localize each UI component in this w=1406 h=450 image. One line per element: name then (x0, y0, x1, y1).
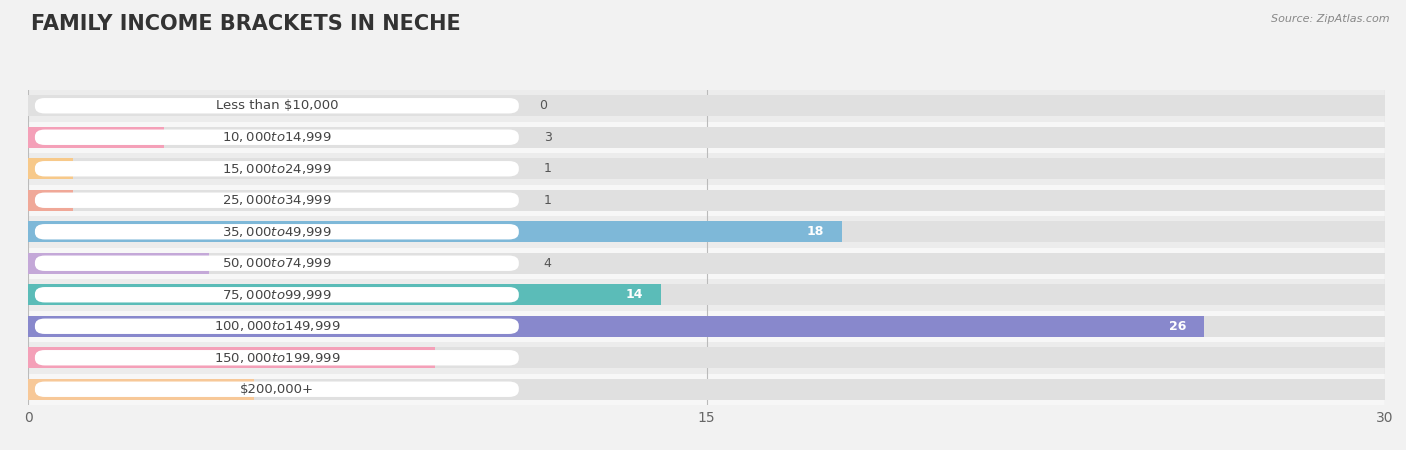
Bar (28, 310, 1385, 342)
Bar (28, 126, 163, 148)
Bar (28, 158, 73, 180)
Text: $10,000 to $14,999: $10,000 to $14,999 (222, 130, 332, 144)
Text: $50,000 to $74,999: $50,000 to $74,999 (222, 256, 332, 270)
Text: 1: 1 (544, 162, 551, 175)
Text: 14: 14 (626, 288, 643, 301)
FancyBboxPatch shape (35, 98, 519, 113)
FancyBboxPatch shape (35, 130, 519, 145)
Text: 3: 3 (544, 131, 551, 144)
Text: 4: 4 (544, 257, 551, 270)
Bar (28, 315, 1204, 337)
FancyBboxPatch shape (35, 256, 519, 271)
Bar (28, 158, 1385, 180)
Text: $15,000 to $24,999: $15,000 to $24,999 (222, 162, 332, 176)
Text: 26: 26 (1168, 320, 1185, 333)
Text: 5: 5 (228, 383, 236, 396)
Bar (28, 189, 1385, 211)
Bar (28, 221, 1385, 243)
Bar (28, 126, 1385, 148)
FancyBboxPatch shape (35, 350, 519, 365)
Bar (28, 189, 73, 211)
FancyBboxPatch shape (35, 382, 519, 397)
Text: 0: 0 (538, 99, 547, 112)
FancyBboxPatch shape (35, 319, 519, 334)
Text: $100,000 to $149,999: $100,000 to $149,999 (214, 319, 340, 333)
Text: 18: 18 (807, 225, 824, 238)
Bar (28, 347, 436, 369)
Text: 9: 9 (408, 351, 418, 364)
Bar (28, 90, 1385, 122)
Bar (28, 248, 1385, 279)
Text: $25,000 to $34,999: $25,000 to $34,999 (222, 193, 332, 207)
Bar (28, 347, 1385, 369)
Bar (28, 95, 1385, 117)
FancyBboxPatch shape (35, 161, 519, 176)
Text: 1: 1 (544, 194, 551, 207)
Text: $75,000 to $99,999: $75,000 to $99,999 (222, 288, 332, 302)
Bar (28, 279, 1385, 310)
Text: Source: ZipAtlas.com: Source: ZipAtlas.com (1271, 14, 1389, 23)
Bar (28, 122, 1385, 153)
Bar (28, 284, 661, 306)
Text: Less than $10,000: Less than $10,000 (215, 99, 337, 112)
Text: $200,000+: $200,000+ (240, 383, 314, 396)
Bar (28, 252, 209, 274)
Bar (28, 184, 1385, 216)
Bar (28, 374, 1385, 405)
Bar (28, 252, 1385, 274)
Bar (28, 221, 842, 243)
Bar (28, 153, 1385, 184)
FancyBboxPatch shape (35, 287, 519, 302)
Text: $150,000 to $199,999: $150,000 to $199,999 (214, 351, 340, 365)
FancyBboxPatch shape (35, 224, 519, 239)
Text: FAMILY INCOME BRACKETS IN NECHE: FAMILY INCOME BRACKETS IN NECHE (31, 14, 461, 33)
Bar (28, 342, 1385, 374)
FancyBboxPatch shape (35, 193, 519, 208)
Bar (28, 378, 1385, 400)
Bar (28, 315, 1385, 337)
Bar (28, 284, 1385, 306)
Bar (28, 378, 254, 400)
Bar (28, 216, 1385, 248)
Text: $35,000 to $49,999: $35,000 to $49,999 (222, 225, 332, 239)
